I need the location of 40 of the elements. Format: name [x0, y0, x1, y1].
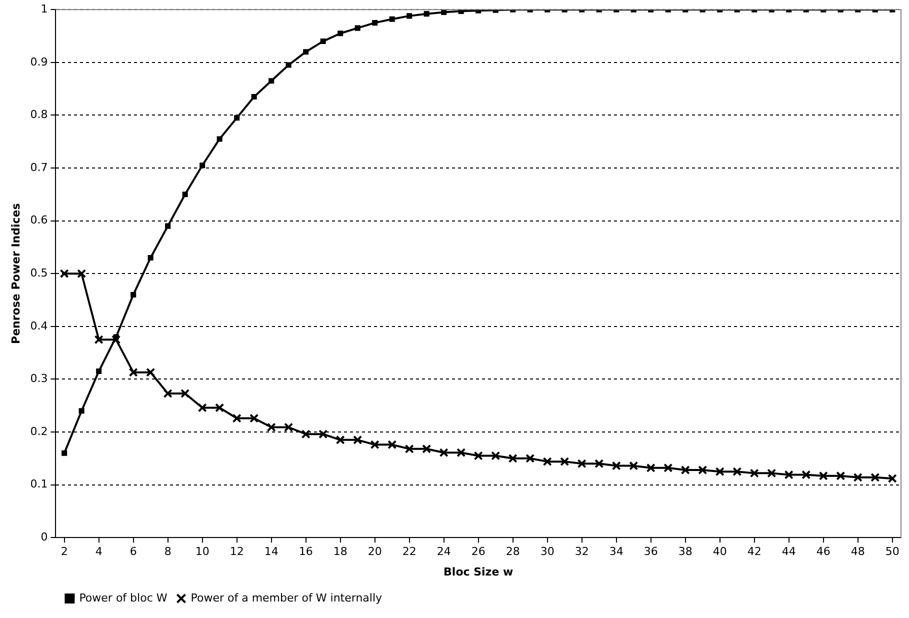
x-tick-label: 28	[506, 545, 520, 558]
x-tick-label: 24	[436, 545, 451, 558]
y-tick-label: 0.3	[30, 372, 48, 386]
x-tick-label: 18	[333, 545, 348, 558]
x-tick-label: 2	[60, 545, 68, 558]
y-tick-label: 0.7	[30, 160, 48, 174]
x-tick-label: 22	[402, 545, 416, 558]
x-tick-label: 36	[644, 545, 658, 558]
x-tick-label: 4	[95, 545, 102, 558]
x-tick-label: 26	[471, 545, 486, 558]
y-axis-title: Penrose Power Indices	[9, 202, 22, 344]
x-tick-label: 12	[230, 545, 244, 558]
x-tick-label: 10	[195, 545, 210, 558]
y-tick-label: 0.1	[30, 478, 48, 491]
x-tick-label: 6	[130, 545, 137, 558]
y-tick-label: 0.6	[30, 214, 48, 227]
x-tick-label: 46	[816, 545, 830, 558]
x-tick-label: 34	[609, 545, 624, 558]
x-tick-label: 40	[712, 545, 727, 558]
x-tick-label: 48	[850, 545, 865, 558]
legend-label: Power of a member of W internally	[190, 591, 383, 604]
x-axis-title: Bloc Size w	[444, 565, 514, 578]
legend-label: Power of bloc W	[79, 591, 168, 604]
y-tick-label: 0	[40, 530, 48, 544]
y-tick-label: 0.5	[30, 266, 48, 280]
y-tick-label: 1	[40, 2, 48, 16]
x-tick-label: 50	[885, 545, 900, 558]
x-tick-label: 16	[298, 545, 313, 558]
x-tick-label: 44	[782, 545, 796, 558]
x-tick-label: 14	[264, 545, 278, 558]
y-tick-label: 0.2	[30, 424, 48, 438]
x-tick-label: 20	[368, 545, 382, 558]
x-tick-label: 38	[678, 545, 692, 558]
y-tick-label: 0.9	[30, 55, 48, 68]
x-tick-label: 8	[164, 545, 172, 558]
y-tick-label: 0.8	[30, 108, 48, 122]
x-tick-label: 30	[540, 545, 554, 558]
x-tick-label: 32	[574, 545, 589, 558]
x-tick-label: 42	[747, 545, 762, 558]
y-tick-label: 0.4	[30, 319, 48, 332]
